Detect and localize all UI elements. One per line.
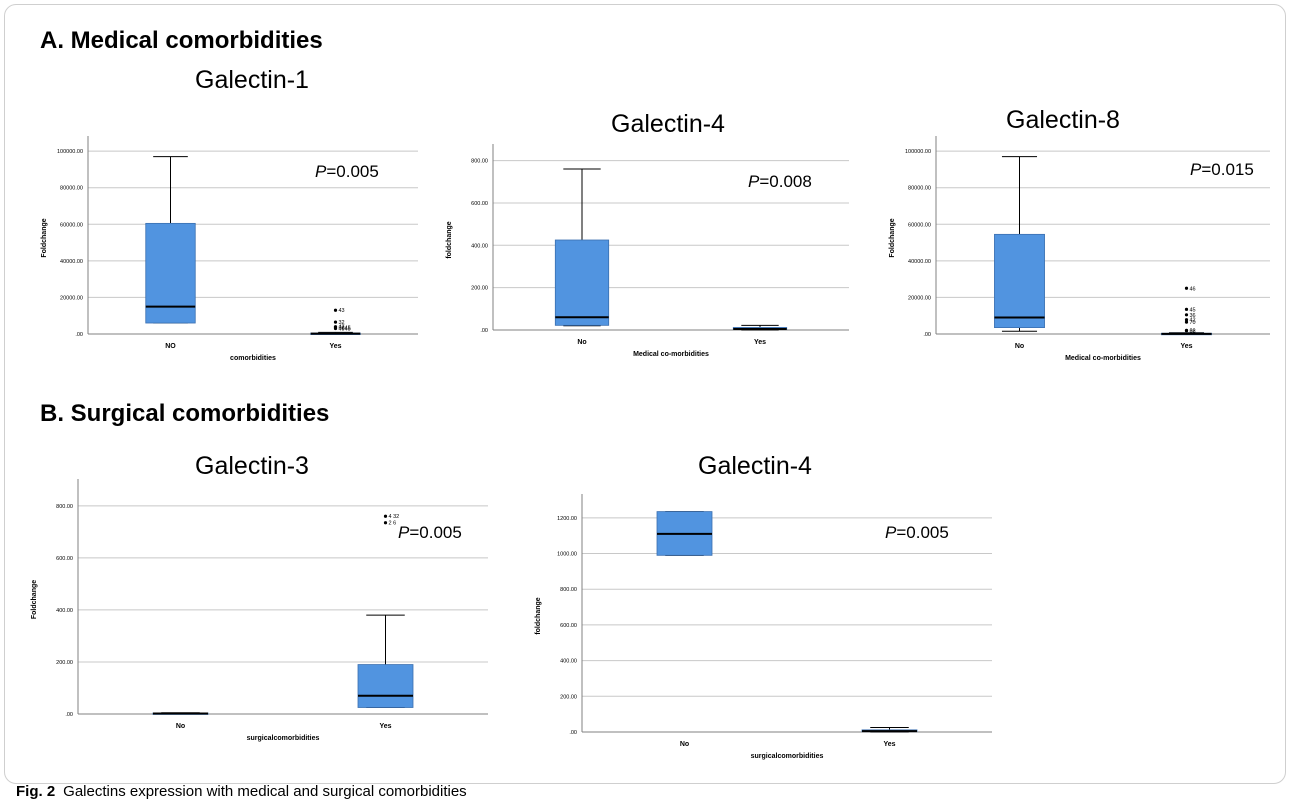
x-tick-label: Yes: [1180, 343, 1192, 350]
boxplot-galectin-3: .00 200.00 400.00 600.00 800.00 Foldchange No Y…: [31, 479, 488, 742]
box-iqr: [357, 664, 414, 708]
y-tick-label: .00: [569, 730, 577, 736]
outlier-label: 45: [1190, 307, 1196, 313]
x-axis-label: surgicalcomorbidities: [247, 735, 320, 742]
p-value-galectin-1: P=0.005: [315, 162, 379, 181]
x-tick-label: NO: [165, 343, 176, 350]
outlier-label: 2 6: [389, 521, 397, 527]
y-tick-label: 800.00: [471, 159, 488, 165]
outlier-label: 70: [1190, 320, 1196, 326]
outlier-point: [1184, 329, 1189, 333]
y-tick-label: 400.00: [56, 608, 73, 614]
figure-frame: [4, 4, 1286, 784]
y-tick-label: 1000.00: [557, 552, 577, 558]
outlier-label: 36: [1190, 313, 1196, 319]
y-tick-label: .00: [923, 332, 931, 338]
y-tick-label: 80000.00: [60, 186, 83, 192]
y-tick-label: 40000.00: [60, 259, 83, 265]
outlier-point: [1184, 307, 1189, 311]
y-tick-label: 100000.00: [905, 149, 931, 155]
x-axis-label: comorbidities: [230, 355, 276, 362]
x-tick-label: No: [1015, 343, 1024, 350]
x-tick-label: Yes: [883, 741, 895, 748]
y-axis-label: foldchange: [446, 221, 453, 258]
outlier-label: 46: [1190, 286, 1196, 292]
y-axis-label: Foldchange: [31, 580, 38, 619]
x-tick-label: No: [176, 723, 185, 730]
outlier-label: 4 32: [389, 514, 400, 520]
y-axis-label: Foldchange: [889, 218, 896, 257]
y-tick-label: 400.00: [471, 243, 488, 249]
y-tick-label: 40000.00: [908, 259, 931, 265]
boxplot-galectin-4-medical: .00 200.00 400.00 600.00 800.00 foldchange No Y…: [446, 144, 849, 358]
outlier-point: [1184, 286, 1189, 290]
outlier-point: [383, 521, 388, 525]
y-tick-label: .00: [75, 332, 83, 338]
box-iqr: [994, 233, 1045, 328]
chart-title-galectin-8: Galectin-8: [1006, 106, 1120, 134]
boxplot-galectin-8: .00 20000.00 40000.00 60000.00 80000.00 10000…: [889, 136, 1270, 362]
p-value-galectin-4-surgical: P=0.005: [885, 523, 949, 542]
y-tick-label: 200.00: [471, 286, 488, 292]
outlier-point: [333, 308, 338, 312]
p-value-galectin-3: P=0.005: [398, 523, 462, 542]
y-tick-label: 600.00: [471, 201, 488, 207]
outlier-point: [333, 326, 338, 330]
x-tick-label: Yes: [329, 343, 341, 350]
y-tick-label: 1200.00: [557, 516, 577, 522]
x-tick-label: No: [577, 339, 586, 346]
y-tick-label: 600.00: [560, 623, 577, 629]
outlier-point: [1184, 313, 1189, 317]
boxplot-galectin-4-surgical: .00 200.00 400.00 600.00 800.00 1000.00 1200.0…: [535, 494, 992, 760]
outlier-point: [333, 320, 338, 324]
x-tick-label: Yes: [754, 339, 766, 346]
section-heading-surgical: B. Surgical comorbidities: [40, 400, 330, 427]
chart-title-galectin-4-medical: Galectin-4: [611, 110, 725, 138]
chart-title-galectin-1: Galectin-1: [195, 66, 309, 94]
box-iqr: [554, 239, 610, 326]
y-tick-label: 60000.00: [60, 222, 83, 228]
outlier-point: [1184, 318, 1189, 322]
y-tick-label: 100000.00: [57, 149, 83, 155]
y-tick-label: .00: [480, 328, 488, 334]
y-axis-label: foldchange: [535, 597, 542, 634]
y-tick-label: 200.00: [56, 660, 73, 666]
figure-caption: Fig. 2 Galectins expression with medical …: [16, 783, 467, 800]
y-tick-label: 800.00: [560, 587, 577, 593]
chart-title-galectin-3: Galectin-3: [195, 452, 309, 480]
y-tick-label: 60000.00: [908, 222, 931, 228]
x-axis-label: surgicalcomorbidities: [751, 753, 824, 760]
x-tick-label: No: [680, 741, 689, 748]
p-value-galectin-8: P=0.015: [1190, 160, 1254, 179]
chart-title-galectin-4-surgical: Galectin-4: [698, 452, 812, 480]
outlier-label: 66: [1190, 329, 1196, 335]
outlier-label: 4945: [339, 327, 351, 333]
y-tick-label: 20000.00: [60, 295, 83, 301]
y-tick-label: 20000.00: [908, 295, 931, 301]
box-iqr: [145, 222, 196, 324]
y-axis-label: Foldchange: [41, 218, 48, 257]
y-tick-label: 800.00: [56, 504, 73, 510]
y-tick-label: .00: [65, 712, 73, 718]
y-tick-label: 200.00: [560, 694, 577, 700]
outlier-label: 47: [339, 325, 345, 331]
figure-caption-label: Fig. 2: [16, 783, 56, 800]
outlier-label: 3845: [339, 326, 351, 332]
figure-caption-text: Galectins expression with medical and su…: [63, 783, 467, 800]
x-axis-label: Medical co-morbidities: [1065, 355, 1141, 362]
y-tick-label: 80000.00: [908, 186, 931, 192]
p-value-galectin-4-medical: P=0.008: [748, 172, 812, 191]
x-axis-label: Medical co-morbidities: [633, 351, 709, 358]
section-heading-medical: A. Medical comorbidities: [40, 27, 323, 54]
outlier-point: [1184, 320, 1189, 324]
y-tick-label: 400.00: [560, 659, 577, 665]
outlier-label: 32: [1190, 328, 1196, 334]
boxplot-galectin-1: .00 20000.00 40000.00 60000.00 80000.00 10000…: [41, 136, 418, 362]
outlier-label: 32: [339, 320, 345, 326]
outlier-point: [383, 514, 388, 518]
x-tick-label: Yes: [379, 723, 391, 730]
outlier-label: 43: [339, 308, 345, 314]
outlier-label: 42: [1190, 318, 1196, 324]
y-tick-label: 600.00: [56, 556, 73, 562]
